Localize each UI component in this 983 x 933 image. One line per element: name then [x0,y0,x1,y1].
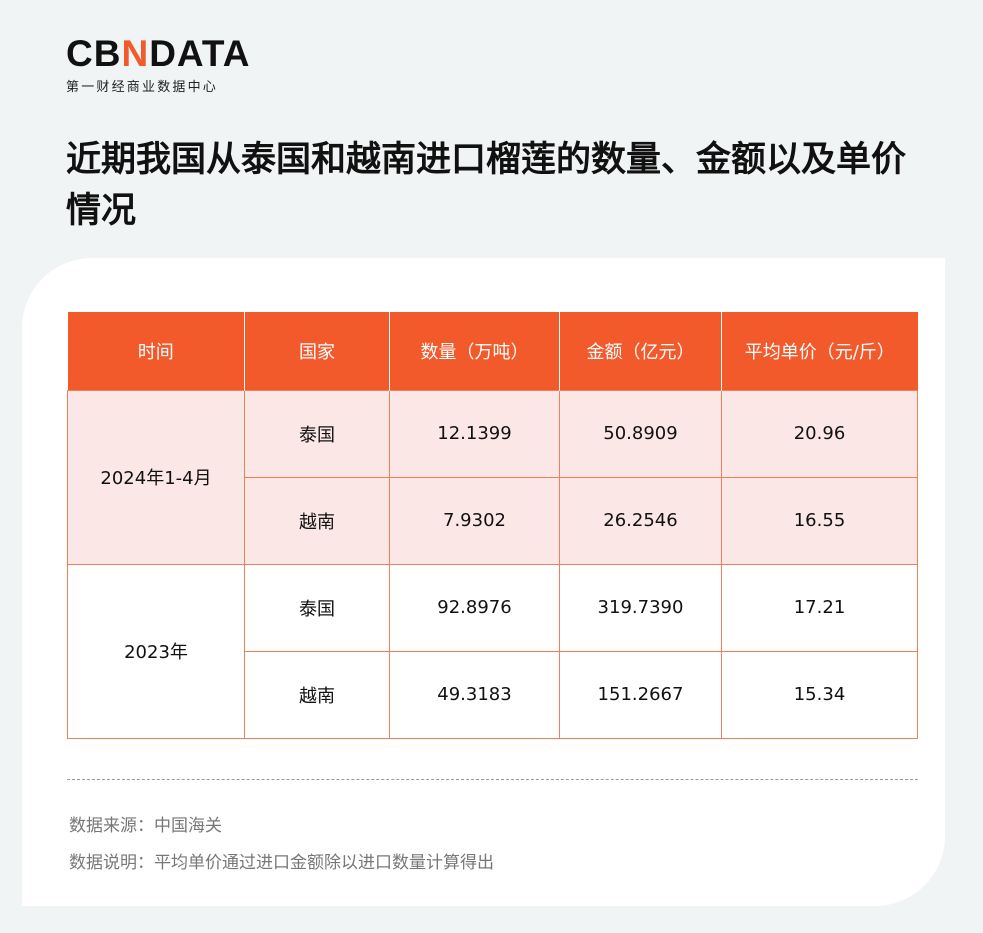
cell: 16.55 [721,476,918,565]
cell: 12.1399 [389,389,560,478]
logo: CBNDATA 第一财经商业数据中心 [66,33,251,96]
cell: 泰国 [244,389,390,478]
cell: 26.2546 [559,476,722,565]
cell: 15.34 [721,650,918,739]
table-row: 2024年1-4月 泰国 12.1399 50.8909 20.96 [67,389,918,565]
logo-subtitle: 第一财经商业数据中心 [66,80,219,95]
logo-wordmark: CBNDATA [66,33,251,74]
cell: 20.96 [721,389,918,478]
data-table: 时间 国家 数量（万吨） 金额（亿元） 平均单价（元/斤） 2024年1-4月 … [67,312,918,739]
table-row: 越南 7.9302 26.2546 16.55 [68,476,918,565]
cell: 17.21 [721,563,918,652]
header-cell: 平均单价（元/斤） [721,312,918,390]
cell: 92.8976 [389,563,560,652]
header-cell: 时间 [67,312,245,390]
cell: 151.2667 [559,650,722,739]
cell: 319.7390 [559,563,722,652]
header-cell: 国家 [244,312,390,390]
cell: 7.9302 [389,476,560,565]
content-card: 时间 国家 数量（万吨） 金额（亿元） 平均单价（元/斤） 2024年1-4月 … [22,258,945,906]
cell: 泰国 [244,563,390,652]
cell: 越南 [244,650,390,739]
header-cell: 金额（亿元） [559,312,722,390]
header-cell: 数量（万吨） [389,312,560,390]
page-title: 近期我国从泰国和越南进口榴莲的数量、金额以及单价情况 [66,140,907,231]
cell: 50.8909 [559,389,722,478]
period-cell: 2024年1-4月 [67,389,245,565]
table-row: 2023年 泰国 92.8976 319.7390 17.21 [67,563,918,739]
source-note: 数据来源：中国海关 [69,816,222,836]
cell: 越南 [244,476,390,565]
method-note: 数据说明：平均单价通过进口金额除以进口数量计算得出 [69,853,494,873]
divider [67,779,918,780]
table-header: 时间 国家 数量（万吨） 金额（亿元） 平均单价（元/斤） [67,312,918,390]
cell: 49.3183 [389,650,560,739]
table-row: 越南 49.3183 151.2667 15.34 [68,650,918,739]
period-cell: 2023年 [67,563,245,739]
